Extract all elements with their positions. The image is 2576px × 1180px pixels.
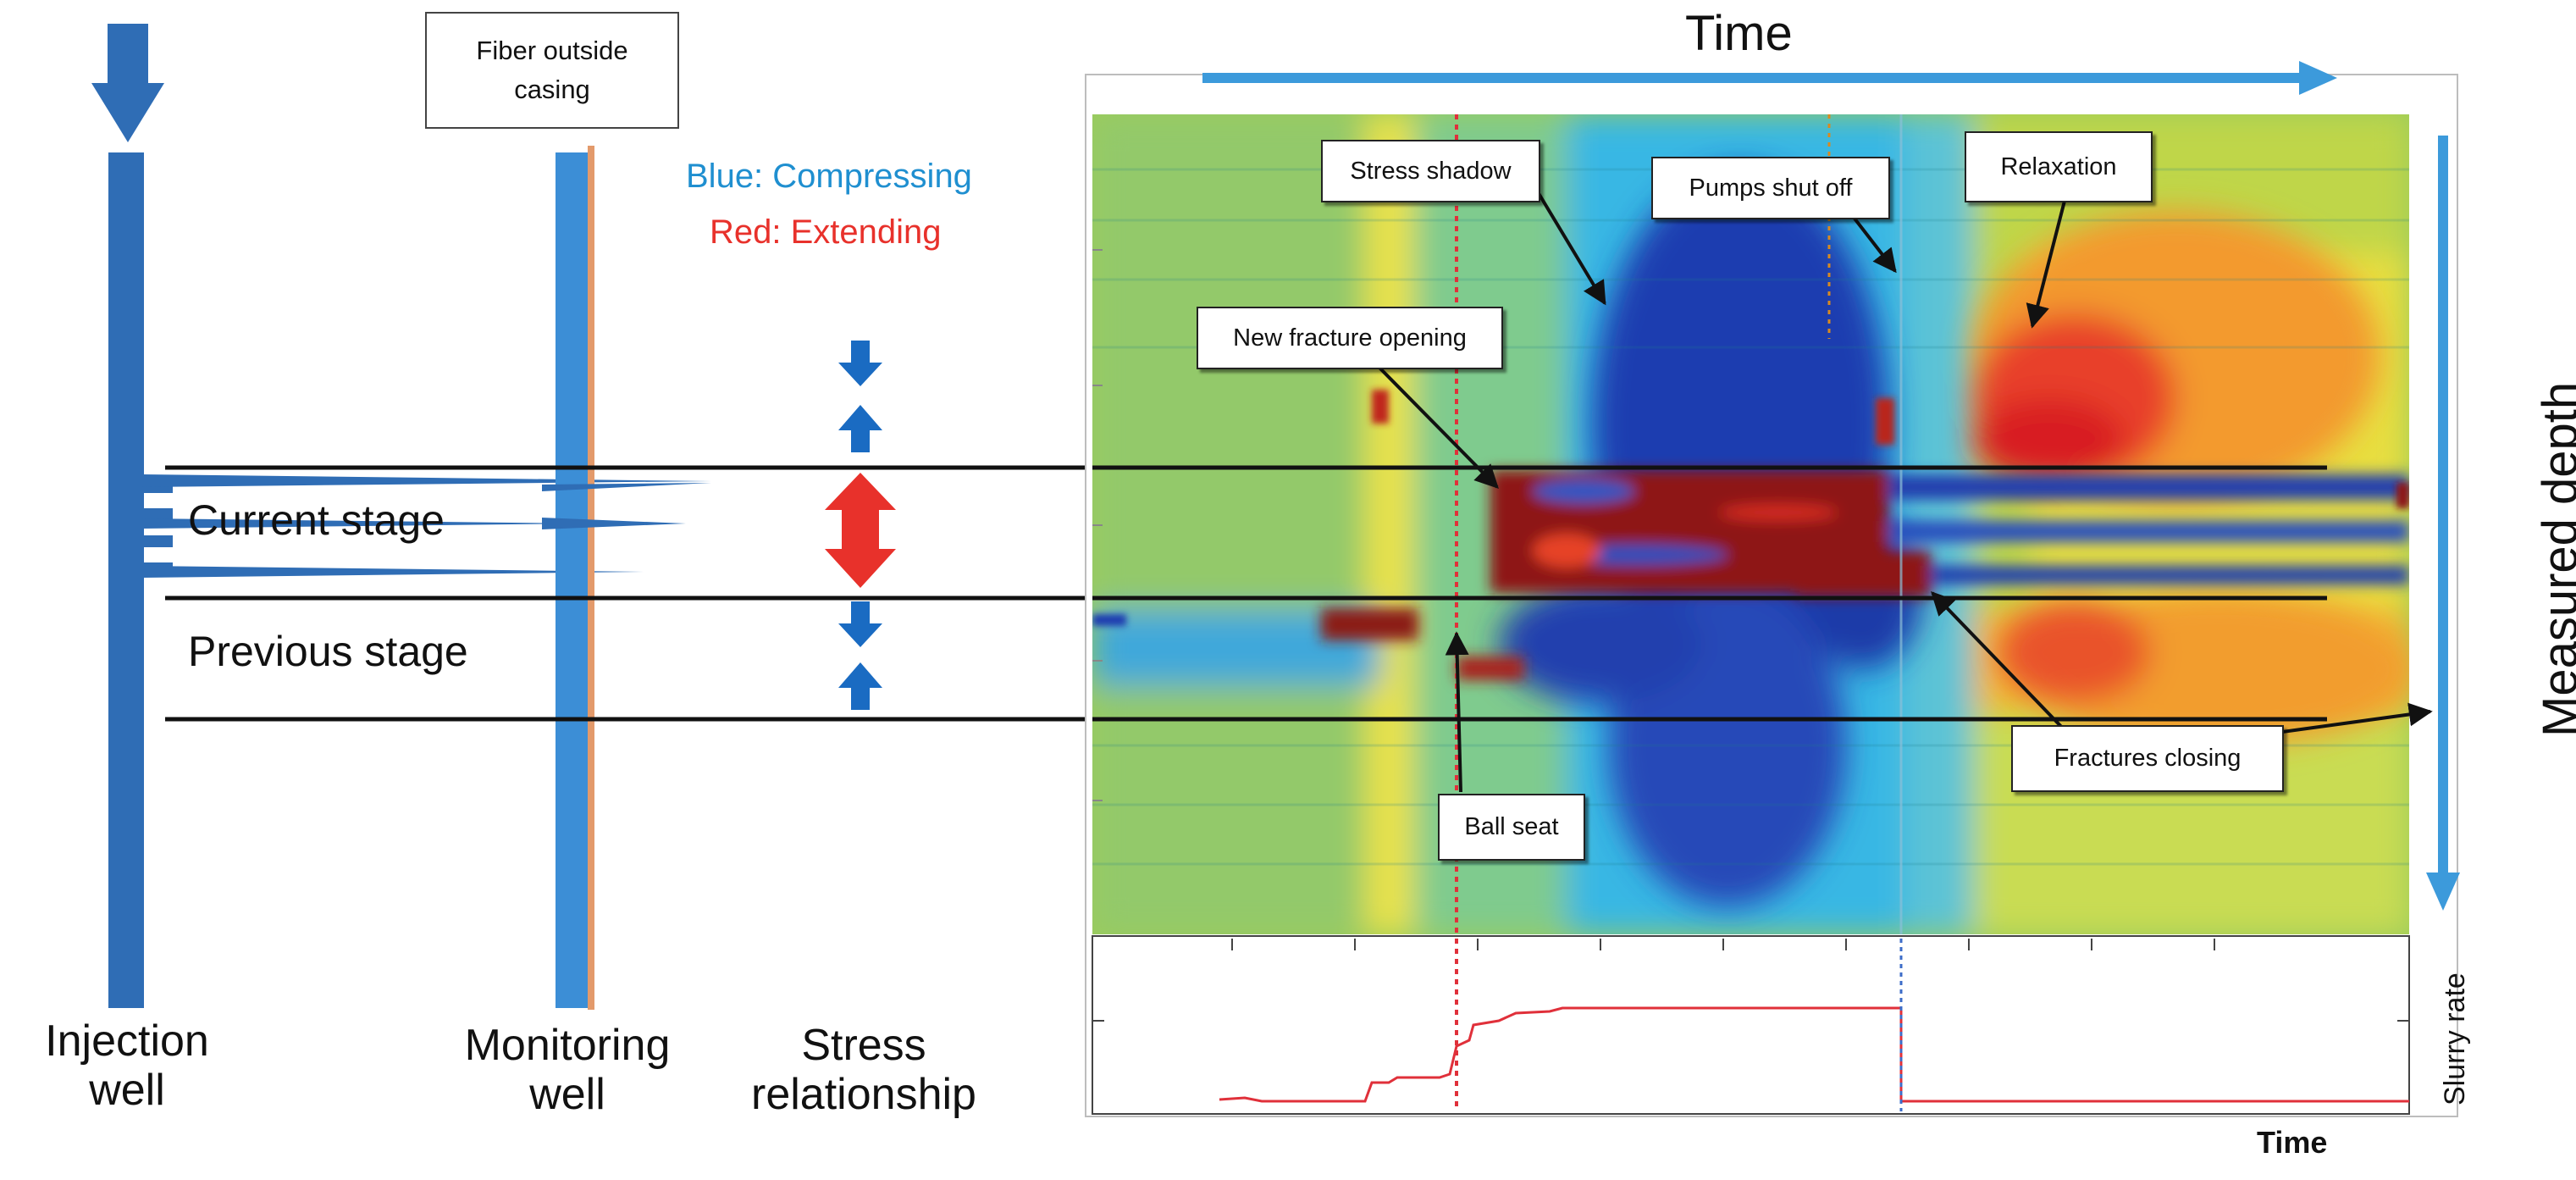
callout-relaxation: Relaxation xyxy=(1965,131,2153,202)
time-title: Time xyxy=(1685,6,1793,61)
depth-arrow-icon xyxy=(2426,136,2460,911)
relaxation-arrow xyxy=(2026,177,2072,329)
monitoring-well-fiber xyxy=(556,152,588,1008)
monitoring-well-casing xyxy=(588,146,594,1010)
injection-well-label-line1: Injection xyxy=(45,1017,209,1066)
stress-shadow-arrow xyxy=(1535,189,1606,306)
callout-pumps-shut-off-text: Pumps shut off xyxy=(1689,174,1853,202)
stress-relationship-label-line2: relationship xyxy=(751,1070,976,1119)
injection-well xyxy=(108,152,144,1008)
callout-relaxation-text: Relaxation xyxy=(2000,152,2117,180)
callout-stress-shadow: Stress shadow xyxy=(1321,140,1540,202)
injection-well-label: Injection well xyxy=(0,1017,254,1115)
monitoring-well-label: Monitoring well xyxy=(423,1021,711,1119)
legend-extending: Red: Extending xyxy=(710,213,942,251)
hydraulic-fractures xyxy=(142,474,711,578)
callout-ball-seat-text: Ball seat xyxy=(1464,813,1559,840)
heatmap-plot xyxy=(1085,74,2458,1117)
callout-fractures-closing: Fractures closing xyxy=(2011,725,2284,792)
stress-compress-arrow-upper xyxy=(838,341,882,452)
legend-compressing: Blue: Compressing xyxy=(686,158,972,195)
fracture-tips xyxy=(542,483,711,529)
slurry-rate-plot xyxy=(1092,935,2410,1115)
new-fracture-arrow xyxy=(1374,363,1499,489)
time-bottom-label: Time xyxy=(2257,1125,2328,1160)
time-arrow-icon xyxy=(1202,61,2337,95)
injection-down-arrow-icon xyxy=(91,24,164,142)
callout-new-fracture-opening: New fracture opening xyxy=(1197,307,1503,369)
callout-stress-shadow-text: Stress shadow xyxy=(1350,157,1512,185)
monitoring-well-label-line2: well xyxy=(529,1070,605,1119)
callout-pumps-shut-off: Pumps shut off xyxy=(1651,157,1890,219)
stress-extend-arrow-red xyxy=(825,473,896,588)
current-stage-label: Current stage xyxy=(188,496,445,544)
ball-seat-arrow xyxy=(1445,631,1469,793)
callout-new-fracture-opening-text: New fracture opening xyxy=(1233,324,1467,352)
fiber-outside-casing-label: Fiber outside casing xyxy=(476,36,628,104)
callout-fractures-closing-text: Fractures closing xyxy=(2054,745,2242,772)
injection-well-label-line2: well xyxy=(89,1066,165,1115)
slurry-rate-label: Slurry rate xyxy=(2439,972,2471,1105)
previous-stage-label: Previous stage xyxy=(188,628,468,675)
stress-relationship-label: Stress relationship xyxy=(728,1021,999,1119)
stress-compress-arrow-lower xyxy=(838,601,882,710)
fiber-outside-casing-box: Fiber outside casing xyxy=(425,12,679,129)
monitoring-well-label-line1: Monitoring xyxy=(464,1021,671,1070)
measured-depth-title: Measured depth xyxy=(2533,381,2576,737)
callout-ball-seat: Ball seat xyxy=(1438,794,1585,861)
stress-relationship-label-line1: Stress xyxy=(801,1021,926,1070)
